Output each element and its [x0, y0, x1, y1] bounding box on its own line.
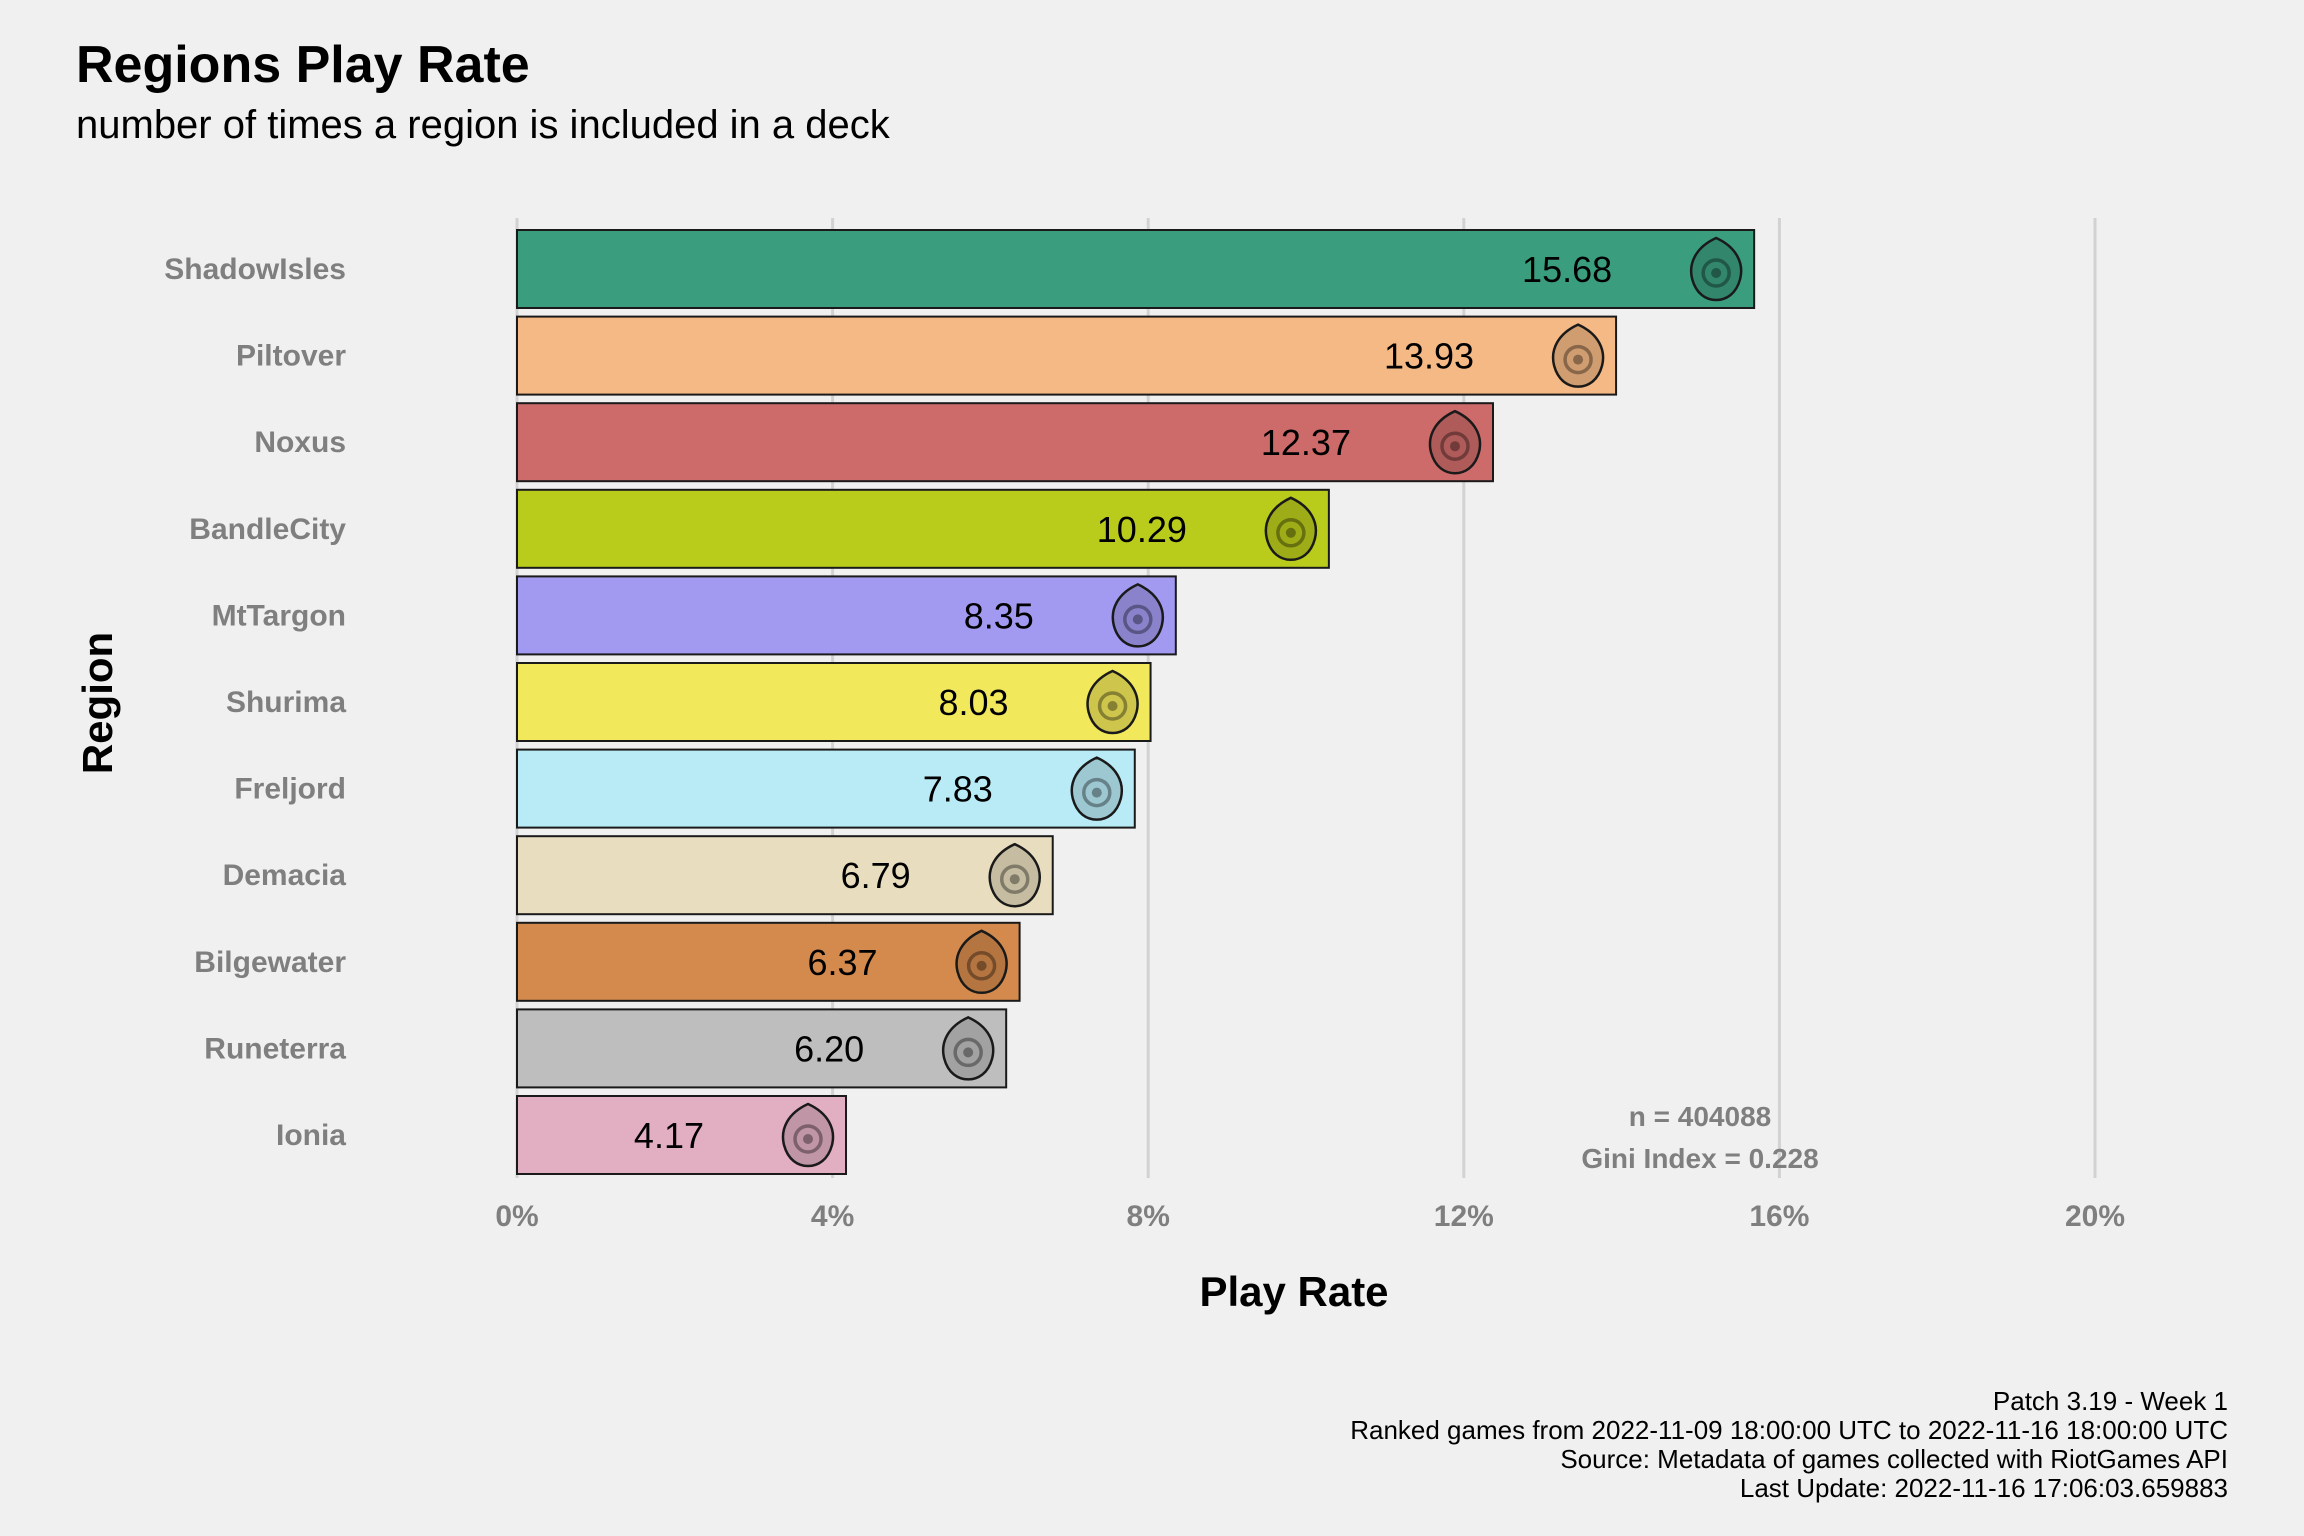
value-label: 10.29 — [1097, 509, 1187, 550]
category-label: Bilgewater — [194, 946, 346, 979]
y-axis-category-labels: ShadowIsles Piltover Noxus BandleCity MtTarg… — [164, 253, 346, 1152]
caption-source: Source: Metadata of games collected with… — [1560, 1444, 2228, 1474]
value-label: 12.37 — [1261, 422, 1351, 463]
bar — [516, 748, 1136, 829]
x-axis-ticks: 0% 4% 8% 12% 16% 20% — [495, 1200, 2125, 1233]
bandlecity-icon — [1264, 496, 1318, 562]
x-tick-label: 16% — [1749, 1200, 1809, 1233]
x-tick-label: 0% — [495, 1200, 538, 1233]
noxus-icon — [1428, 409, 1482, 475]
caption-patch: Patch 3.19 - Week 1 — [1993, 1386, 2228, 1416]
caption-last-update: Last Update: 2022-11-16 17:06:03.659883 — [1740, 1473, 2228, 1503]
ionia-icon — [781, 1102, 835, 1168]
x-tick-label: 8% — [1127, 1200, 1170, 1233]
bilgewater-icon — [955, 929, 1008, 995]
y-axis-title: Region — [74, 632, 121, 774]
value-label: 6.79 — [841, 855, 911, 896]
category-label: ShadowIsles — [164, 253, 346, 286]
bars — [516, 229, 1756, 1175]
category-label: Noxus — [254, 426, 346, 459]
value-label: 4.17 — [634, 1115, 704, 1156]
category-label: Ionia — [276, 1119, 346, 1152]
value-label: 7.83 — [923, 769, 993, 810]
value-label: 6.37 — [808, 942, 878, 983]
category-label: Demacia — [223, 859, 347, 892]
chart-title: Regions Play Rate — [76, 36, 530, 94]
value-label: 13.93 — [1384, 336, 1474, 377]
mttargon-icon — [1111, 583, 1165, 648]
piltover-icon — [1551, 323, 1605, 388]
x-axis-title: Play Rate — [1199, 1268, 1388, 1315]
bar — [516, 488, 1330, 569]
caption-date-range: Ranked games from 2022-11-09 18:00:00 UT… — [1350, 1415, 2228, 1445]
value-label: 8.03 — [938, 682, 1008, 723]
chart-subtitle: number of times a region is included in … — [76, 103, 891, 147]
bar — [516, 402, 1494, 483]
bar — [516, 575, 1177, 656]
bar — [516, 1008, 1008, 1089]
value-label: 6.20 — [794, 1028, 864, 1069]
category-label: MtTargon — [212, 599, 346, 632]
freljord-icon — [1070, 756, 1123, 821]
runeterra-icon — [941, 1016, 995, 1081]
bar — [516, 835, 1054, 916]
value-label: 15.68 — [1522, 249, 1612, 290]
bar — [516, 662, 1152, 742]
x-tick-label: 20% — [2065, 1200, 2125, 1233]
demacia-icon — [988, 842, 1041, 908]
bar — [516, 315, 1618, 396]
x-tick-label: 4% — [811, 1200, 854, 1233]
x-tick-label: 12% — [1434, 1200, 1494, 1233]
category-label: Piltover — [236, 340, 346, 373]
region-icons — [781, 236, 1743, 1168]
category-label: Freljord — [234, 773, 346, 806]
bar — [516, 921, 1021, 1002]
category-label: Runeterra — [204, 1032, 346, 1065]
value-label: 8.35 — [964, 595, 1034, 636]
category-label: Shurima — [226, 686, 346, 719]
bar — [516, 229, 1756, 309]
gini-index-annotation: Gini Index = 0.228 — [1581, 1143, 1818, 1174]
shadowisles-icon — [1689, 236, 1743, 302]
shurima-icon — [1086, 669, 1139, 735]
sample-size-annotation: n = 404088 — [1629, 1101, 1771, 1132]
category-label: BandleCity — [189, 513, 346, 546]
value-labels: 15.68 13.93 12.37 10.29 8.35 8.03 7.83 6.79 6.37… — [634, 249, 1612, 1156]
